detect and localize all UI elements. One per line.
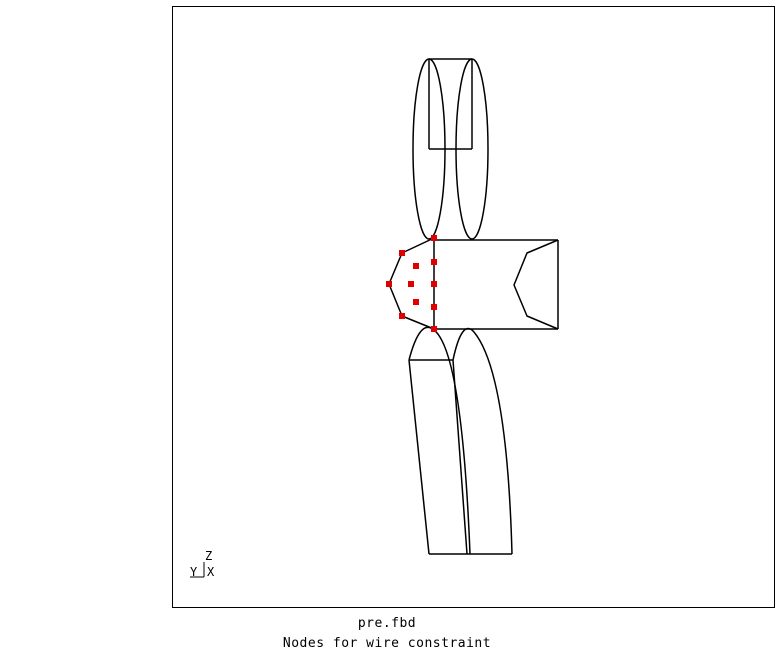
bottom-cylinder-inner-side — [452, 359, 468, 555]
bottom-cylinder-right-outline — [452, 327, 513, 555]
node[interactable] — [431, 326, 437, 332]
node[interactable] — [408, 281, 414, 287]
constraint-nodes — [386, 235, 437, 332]
bottom-cylinder-left-outline — [408, 326, 471, 555]
bottom-cylinder-left-side — [408, 359, 430, 555]
node[interactable] — [413, 263, 419, 269]
node[interactable] — [413, 299, 419, 305]
node[interactable] — [431, 281, 437, 287]
caption-filename: pre.fbd — [357, 616, 417, 631]
model-geometry — [388, 58, 559, 555]
axis-triad: Z Y X — [190, 549, 215, 579]
bottom-cylinder — [408, 326, 513, 555]
node[interactable] — [399, 313, 405, 319]
node[interactable] — [431, 259, 437, 265]
node[interactable] — [431, 304, 437, 310]
axis-y-label: Y — [190, 565, 198, 579]
axis-z-label: Z — [205, 549, 212, 563]
node[interactable] — [431, 235, 437, 241]
middle-block — [388, 237, 559, 330]
caption-description: Nodes for wire constraint — [282, 636, 492, 651]
axis-x-label: X — [207, 565, 215, 579]
viewport-frame — [172, 6, 775, 608]
block-inner-chevron — [513, 239, 559, 330]
top-cylinder — [412, 58, 489, 240]
node[interactable] — [399, 250, 405, 256]
node[interactable] — [386, 281, 392, 287]
